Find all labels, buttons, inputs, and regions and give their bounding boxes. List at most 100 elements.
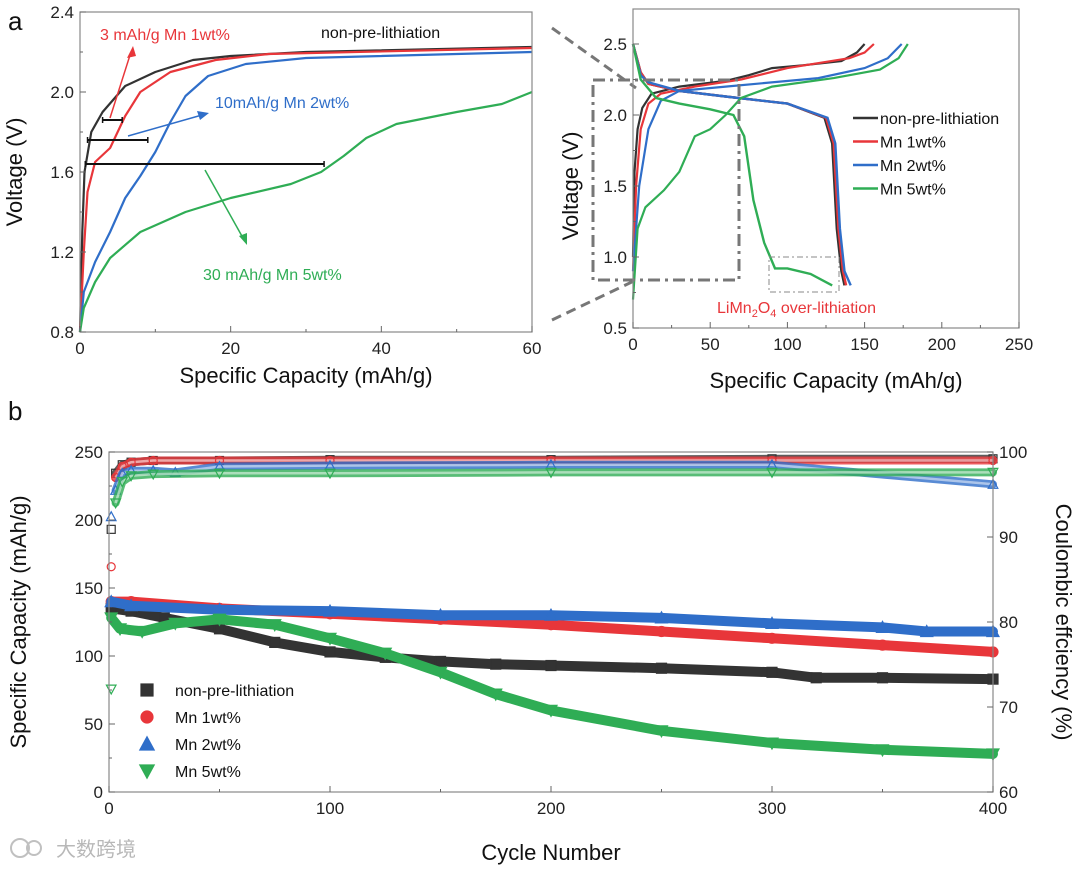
capacity-point-mn1: [766, 632, 778, 644]
annotation-arrows: [109, 46, 247, 245]
legend: non-pre-lithiation Mn 1wt% Mn 2wt% Mn 5wt%: [138, 683, 294, 781]
y-axis-label: Voltage (V): [2, 118, 27, 227]
a2-axes: 0 50 100 150 200 250 0.5 1.0 1.5 2.0 2.5: [603, 35, 1033, 354]
capacity-point-mn2: [433, 607, 448, 621]
panel-b: b 0 100 200 300 400 0 50 100 150 200 250 60 70 80 90 10…: [6, 396, 1076, 865]
annotation-non: non-pre-lithiation: [321, 25, 440, 42]
x-tick-label: 200: [928, 335, 956, 354]
y2-axis-label: Coulombic effciency (%): [1051, 504, 1076, 741]
y-tick-label: 2.5: [603, 35, 627, 54]
panel-label-a: a: [8, 6, 23, 36]
curve-mn1: [78, 46, 533, 333]
legend-label: Mn 5wt%: [175, 764, 241, 781]
x-tick-label: 40: [372, 339, 391, 358]
charge-curve-mn2: [631, 43, 903, 272]
charge-curve-mn1: [631, 43, 875, 272]
curve-non: [78, 45, 533, 333]
legend-marker-mn2: [138, 735, 156, 751]
capacity-point-non: [766, 666, 778, 678]
curve-mn2: [78, 50, 533, 333]
discharge-curve-mn5: [631, 43, 833, 287]
capacity-point-mn5: [875, 744, 890, 758]
capacity-point-mn1: [876, 639, 889, 651]
arrow-mn2: [127, 114, 203, 137]
y-tick-label: 1.2: [50, 243, 74, 262]
capacity-point-mn5: [267, 619, 282, 632]
x-axis-label: Specific Capacity (mAh/g): [179, 363, 432, 388]
efficiency-point-mn5: [109, 498, 122, 510]
legend-label: Mn 2wt%: [175, 737, 241, 754]
legend-label: Mn 1wt%: [880, 135, 946, 152]
capacity-point-non: [434, 655, 447, 668]
legend-label: non-pre-lithiation: [880, 111, 999, 128]
capacity-point-mn5: [378, 647, 393, 661]
panel-a-inset: 0 50 100 150 200 250 0.5 1.0 1.5 2.0 2.5 non-pre-l…: [558, 8, 1033, 393]
y-tick-label: 0.5: [603, 319, 627, 338]
x-tick-label: 100: [316, 799, 344, 818]
capacity-point-mn2: [654, 610, 669, 624]
arrowhead-icon: [239, 233, 247, 245]
capacity-point-mn2: [875, 620, 890, 634]
arrow-mn1: [109, 51, 132, 119]
watermark-logo-icon: [10, 838, 30, 858]
watermark-text: 大数跨境: [56, 838, 136, 861]
arrowhead-icon: [127, 46, 136, 58]
arrow-mn5: [204, 169, 244, 239]
legend-marker-mn1: [140, 710, 154, 724]
efficiency-point-mn2: [105, 510, 118, 522]
x-tick-label: 0: [104, 799, 113, 818]
arrowhead-icon: [197, 111, 209, 120]
b-series: [104, 454, 1001, 762]
panel-a-main: a 0 20 40 60 0.8 1.2 1.6 2.0 2.4 3 mAh/g Mn 1wt%…: [2, 3, 541, 388]
x-tick-label: 20: [221, 339, 240, 358]
y-tick-label: 2.0: [603, 106, 627, 125]
efficiency-point-mn5: [324, 468, 336, 480]
efficiency-point-mn1: [148, 455, 158, 466]
capacity-point-non: [876, 672, 889, 684]
legend-label: Mn 2wt%: [880, 158, 946, 175]
efficiency-point-mn5: [125, 471, 137, 482]
efficiency-band-inner: [114, 471, 993, 504]
capacity-bars: [84, 117, 325, 167]
efficiency-point-mn5: [147, 469, 160, 481]
zoom-region-box: [591, 78, 741, 282]
curve-mn5: [78, 90, 533, 333]
capacity-point-non: [810, 672, 822, 684]
y-tick-label: 100: [75, 647, 103, 666]
capacity-point-mn5: [168, 617, 183, 631]
y2-tick-label: 60: [999, 783, 1018, 802]
y-tick-label: 0.8: [50, 323, 74, 342]
legend-label: non-pre-lithiation: [175, 683, 294, 700]
legend-label: Mn 5wt%: [880, 182, 946, 199]
watermark: 大数跨境: [10, 838, 136, 861]
y2-tick-label: 70: [999, 698, 1018, 717]
efficiency-band-mn5: [111, 468, 997, 507]
capacity-point-mn2: [124, 598, 139, 612]
efficiency-point-mn5: [116, 477, 129, 488]
x-tick-label: 400: [979, 799, 1007, 818]
x-tick-label: 50: [701, 335, 720, 354]
a2-series: [631, 43, 909, 300]
capacity-point-mn5: [488, 688, 503, 702]
capacity-point-mn2: [764, 616, 780, 629]
x-tick-label: 0: [75, 339, 84, 358]
capacity-point-non: [490, 658, 502, 670]
capacity-point-mn1: [545, 619, 557, 631]
legend-label: Mn 1wt%: [175, 710, 241, 727]
plot-frame: [79, 11, 533, 333]
legend: non-pre-lithiation Mn 1wt% Mn 2wt% Mn 5wt%: [853, 111, 999, 199]
efficiency-point-mn5: [213, 468, 226, 480]
capacity-point-mn5: [654, 725, 669, 739]
y-tick-label: 1.0: [603, 248, 627, 267]
efficiency-point-mn5: [766, 467, 778, 479]
efficiency-point-mn5: [545, 467, 557, 479]
capacity-point-mn2: [104, 594, 119, 608]
efficiency-point-non: [106, 524, 116, 534]
capacity-point-non: [269, 636, 281, 649]
capacity-point-non: [545, 659, 557, 672]
y-tick-label: 1.5: [603, 177, 627, 196]
capacity-point-mn2: [919, 624, 934, 638]
capacity-point-mn5: [764, 737, 780, 751]
y-tick-label: 2.0: [50, 83, 74, 102]
y2-tick-label: 100: [999, 443, 1027, 462]
